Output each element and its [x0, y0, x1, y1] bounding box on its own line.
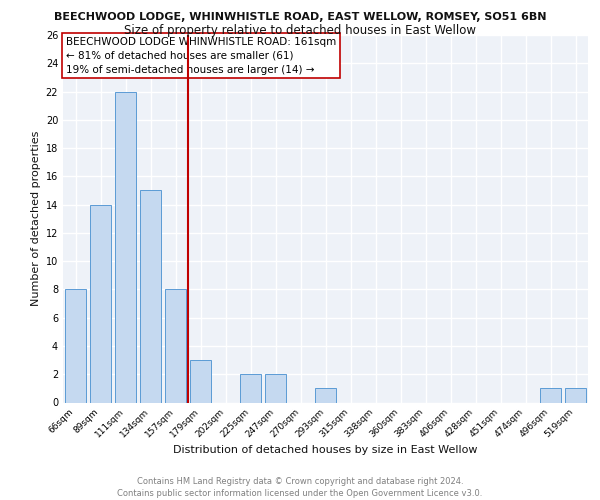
- Bar: [165, 290, 186, 403]
- X-axis label: Distribution of detached houses by size in East Wellow: Distribution of detached houses by size …: [173, 445, 478, 455]
- Y-axis label: Number of detached properties: Number of detached properties: [31, 131, 41, 306]
- Bar: [65, 290, 86, 403]
- Text: Contains HM Land Registry data © Crown copyright and database right 2024.
Contai: Contains HM Land Registry data © Crown c…: [118, 476, 482, 498]
- Bar: [190, 360, 211, 403]
- Bar: [565, 388, 586, 402]
- Bar: [265, 374, 286, 402]
- Bar: [90, 204, 111, 402]
- Text: BEECHWOOD LODGE WHINWHISTLE ROAD: 161sqm
← 81% of detached houses are smaller (6: BEECHWOOD LODGE WHINWHISTLE ROAD: 161sqm…: [65, 37, 336, 75]
- Bar: [315, 388, 336, 402]
- Text: Size of property relative to detached houses in East Wellow: Size of property relative to detached ho…: [124, 24, 476, 37]
- Bar: [115, 92, 136, 403]
- Bar: [140, 190, 161, 402]
- Text: BEECHWOOD LODGE, WHINWHISTLE ROAD, EAST WELLOW, ROMSEY, SO51 6BN: BEECHWOOD LODGE, WHINWHISTLE ROAD, EAST …: [54, 12, 546, 22]
- Bar: [240, 374, 261, 402]
- Bar: [540, 388, 561, 402]
